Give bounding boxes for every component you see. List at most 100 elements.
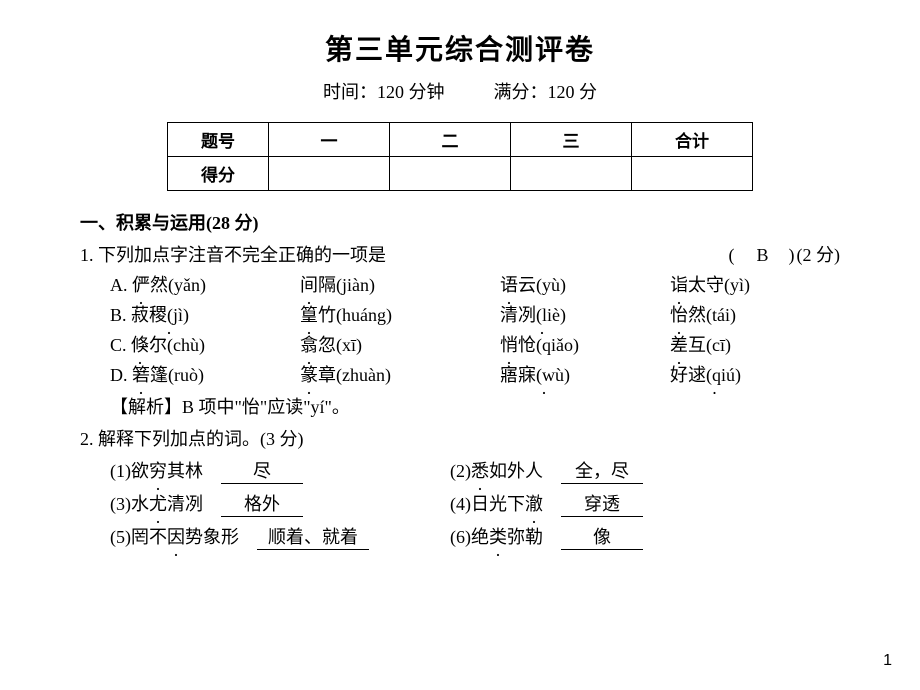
opt-label: C. [110,335,127,355]
paren-open: ( [728,245,756,265]
dot-char: 因 [167,523,185,549]
item-pre: 欲 [131,461,149,481]
q2-text: 解释下列加点的词。(3 分) [98,429,304,449]
td-score-label: 得分 [168,157,269,191]
item-num: (1) [110,461,131,481]
answer-blank: 尽 [221,457,303,484]
dot-char: 怡 [670,301,688,327]
th-1: 一 [269,123,390,157]
page-number: 1 [883,652,892,670]
dot-char: 箬 [132,361,150,387]
td-blank [511,157,632,191]
dot-char: 类 [489,523,507,549]
q1-points: (2 分) [797,245,841,265]
fill-row: (5)罔不因势象形 顺着、就着 (6)绝类弥勒 像 [110,523,840,550]
answer-blank: 像 [561,523,643,550]
opt-text: 竹(huáng) [318,305,392,325]
dot-char: 篆 [300,361,318,387]
dot-char: 悄 [500,331,518,357]
dot-char: 倏 [131,331,149,357]
dot-char: 尤 [149,490,167,516]
th-2: 二 [390,123,511,157]
q1-stem: 1. 下列加点字注音不完全正确的一项是 ( B )(2 分) [80,241,840,267]
option-row-c: C. 倏尔(chù) 翕忽(xī) 悄怆(qiǎo) 差互(cī) [110,331,840,357]
opt-label: A. [110,275,128,295]
item-num: (4) [450,494,471,514]
dot-char: 俨 [132,271,150,297]
item-num: (3) [110,494,131,514]
answer-blank: 全，尽 [561,457,643,484]
td-blank [390,157,511,191]
opt-text: 然(yǎn) [150,275,206,295]
item-post: 势象形 [185,527,239,547]
item-num: (5) [110,527,131,547]
opt-text: 然(tái) [688,305,736,325]
opt-text: 章(zhuàn) [318,365,391,385]
item-pre: 罔不 [131,527,167,547]
th-num: 题号 [168,123,269,157]
item-post: 弥勒 [507,527,543,547]
item-pre: 绝 [471,527,489,547]
dot-char: 寐(wù) [518,361,570,387]
q1-num: 1. [80,245,98,265]
q1-text: 下列加点字注音不完全正确的一项是 [98,245,386,265]
opt-text: 怆(qiǎo) [518,335,579,355]
dot-char: 差 [670,331,688,357]
td-blank [269,157,390,191]
score-table: 题号 一 二 三 合计 得分 [167,122,753,191]
q2-stem: 2. 解释下列加点的词。(3 分) [80,425,840,451]
subtitle: 时间：120 分钟 满分：120 分 [80,78,840,104]
table-row: 得分 [168,157,753,191]
page-title: 第三单元综合测评卷 [80,28,840,68]
dot-char: 诣 [670,271,688,297]
fill-row: (1)欲穷其林 尽 (2)悉如外人 全，尽 [110,457,840,484]
opt-text: 太守(yì) [688,275,750,295]
opt-text: 尔(chù) [149,335,205,355]
item-num: (2) [450,461,471,481]
opt-label: B. [110,305,127,325]
dot-char: 篁 [300,301,318,327]
dot-char: 冽(liè) [518,301,566,327]
fill-row: (3)水尤清冽 格外 (4)日光下澈 穿透 [110,490,840,517]
item-post: 如外人 [489,461,543,481]
item-post: 清冽 [167,494,203,514]
option-row-a: A. 俨然(yǎn) 间隔(jiàn) 语云(yù) 诣太守(yì) [110,271,840,297]
full-value: 120 分 [548,82,598,102]
dot-char: 逑(qiú) [688,361,741,387]
full-label: 满分： [494,82,548,102]
option-row-b: B. 菽稷(jì) 篁竹(huáng) 清冽(liè) 怡然(tái) [110,301,840,327]
q1-answer: B [756,245,768,265]
q1-analysis: 【解析】B 项中"怡"应读"yí"。 [110,393,840,419]
dot-char: 澈 [525,490,543,516]
opt-text: 篷(ruò) [150,365,204,385]
answer-blank: 穿透 [561,490,643,517]
paren-close: ) [769,245,797,265]
opt-text: 互(cī) [688,335,731,355]
dot-char: 穷 [149,457,167,483]
analysis-label: 【解析】 [110,397,182,417]
time-value: 120 分钟 [377,82,445,102]
time-label: 时间： [323,82,377,102]
section-heading: 一、积累与运用(28 分) [80,209,840,235]
opt-text: 忽(xī) [318,335,362,355]
th-total: 合计 [632,123,753,157]
td-blank [632,157,753,191]
q2-num: 2. [80,429,98,449]
dot-char: 悉 [471,457,489,483]
th-3: 三 [511,123,632,157]
answer-blank: 格外 [221,490,303,517]
opt-text: 云(yù) [518,275,566,295]
table-row: 题号 一 二 三 合计 [168,123,753,157]
item-pre: 水 [131,494,149,514]
dot-char: 间 [300,271,318,297]
opt-text: 隔(jiàn) [318,275,375,295]
item-post: 其林 [167,461,203,481]
option-row-d: D. 箬篷(ruò) 篆章(zhuàn) 寤寐(wù) 好逑(qiú) [110,361,840,387]
dot-char: 语 [500,271,518,297]
dot-char: 稷(jì) [149,301,189,327]
analysis-text: B 项中"怡"应读"yí"。 [182,397,350,417]
opt-label: D. [110,365,128,385]
item-num: (6) [450,527,471,547]
dot-char: 翕 [300,331,318,357]
answer-blank: 顺着、就着 [257,523,369,550]
